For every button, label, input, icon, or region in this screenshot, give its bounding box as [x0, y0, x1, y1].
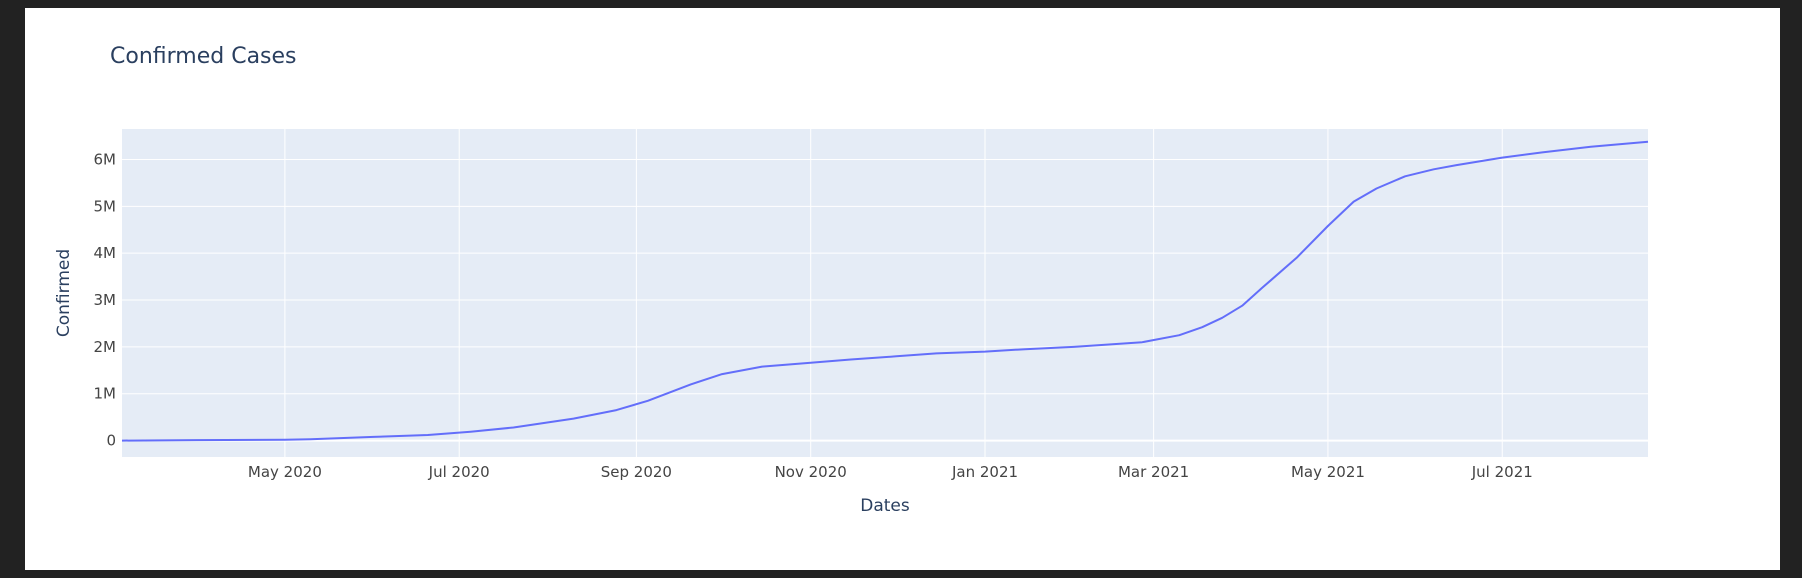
y-tick-label: 2M	[94, 338, 117, 356]
y-tick-label: 1M	[94, 385, 117, 403]
x-tick-label: Jul 2021	[1471, 463, 1533, 481]
plot-card: Confirmed Cases May 2020 Jul 2020 Sep 2020…	[25, 8, 1780, 570]
y-tick-label: 4M	[94, 244, 117, 262]
plot-area	[122, 129, 1648, 457]
y-tick-label: 5M	[94, 197, 117, 215]
y-axis-ticks: 0 1M 2M 3M 4M 5M 6M	[94, 150, 117, 449]
series-line	[121, 140, 1649, 442]
y-tick-label: 0	[106, 432, 116, 450]
gridlines	[122, 129, 1648, 457]
series-layer	[121, 140, 1649, 442]
x-tick-label: Sep 2020	[601, 463, 672, 481]
x-axis-ticks: May 2020 Jul 2020 Sep 2020 Nov 2020 Jan 2021…	[248, 463, 1533, 481]
x-tick-label: May 2021	[1291, 463, 1365, 481]
y-axis-title: Confirmed	[54, 249, 74, 337]
y-tick-label: 3M	[94, 291, 117, 309]
x-tick-label: May 2020	[248, 463, 322, 481]
x-tick-label: Jul 2020	[428, 463, 490, 481]
x-axis-title: Dates	[860, 496, 910, 516]
y-tick-label: 6M	[94, 150, 117, 168]
x-tick-label: Mar 2021	[1118, 463, 1189, 481]
x-tick-label: Jan 2021	[951, 463, 1018, 481]
line-chart: Confirmed Cases May 2020 Jul 2020 Sep 2020…	[54, 44, 1649, 516]
x-tick-label: Nov 2020	[775, 463, 847, 481]
chart-title: Confirmed Cases	[110, 44, 297, 69]
